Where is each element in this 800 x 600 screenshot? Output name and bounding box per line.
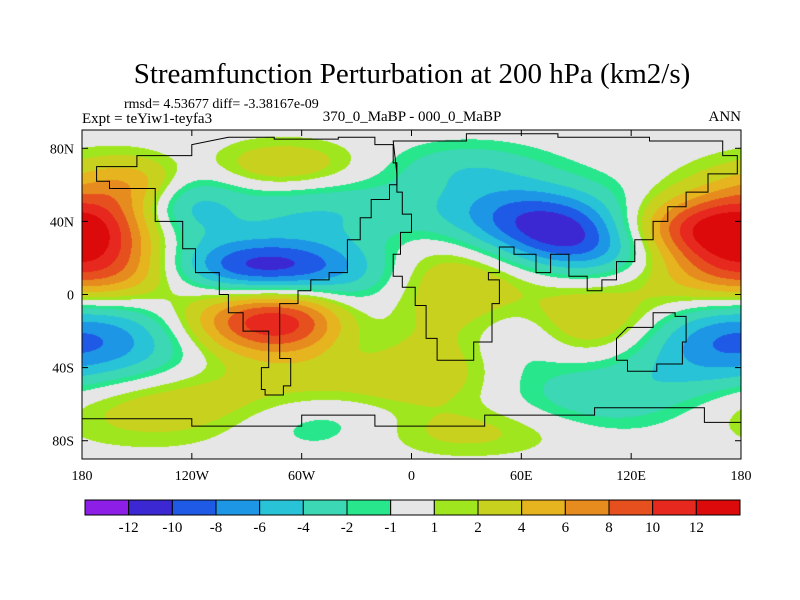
colorbar: -12 -10 -8 -6 -4 -2 -1 1 2 4 6 8 10 12 xyxy=(84,499,741,536)
x-axis: 180 120W 60W 0 60E 120E 180 xyxy=(72,130,752,484)
colorbar-label: 6 xyxy=(562,520,570,536)
y-tick-label: 80N xyxy=(50,142,74,157)
colorbar-swatch xyxy=(390,499,435,516)
colorbar-swatch xyxy=(433,499,479,516)
colorbar-swatch xyxy=(695,499,741,516)
continent-outline-2 xyxy=(616,312,687,372)
colorbar-swatch xyxy=(171,499,217,516)
chart-title: Streamfunction Perturbation at 200 hPa (… xyxy=(134,58,691,90)
y-tick-label: 0 xyxy=(67,289,74,304)
colorbar-label: -1 xyxy=(384,520,397,536)
map-panel: 180 120W 60W 0 60E 120E 180 80N 40N 0 40S 80S xyxy=(50,129,752,484)
colorbar-label: 2 xyxy=(474,520,482,536)
colorbar-swatch xyxy=(259,499,304,516)
x-tick-label: 0 xyxy=(408,469,415,484)
colorbar-label: -4 xyxy=(297,520,310,536)
continent-outline-3 xyxy=(82,407,741,459)
x-tick-label: 60E xyxy=(510,469,533,484)
colorbar-swatch xyxy=(477,499,523,516)
colorbar-label: 10 xyxy=(645,520,660,536)
x-tick-label: 60W xyxy=(288,469,316,484)
colorbar-swatch xyxy=(608,499,654,516)
x-tick-label: 120E xyxy=(616,469,646,484)
colorbar-swatch xyxy=(564,499,610,516)
colorbar-swatch xyxy=(84,499,130,516)
continent-outline-1 xyxy=(392,133,738,361)
season-label: ANN xyxy=(709,109,742,125)
y-tick-label: 40N xyxy=(50,215,74,230)
stats-label: rmsd= 4.53677 diff= -3.38167e-09 xyxy=(124,97,319,112)
y-axis: 80N 40N 0 40S 80S xyxy=(50,142,741,450)
colorbar-swatch xyxy=(521,499,566,516)
y-tick-label: 80S xyxy=(52,435,74,450)
colorbar-label: -10 xyxy=(162,520,182,536)
colorbar-label: 1 xyxy=(431,520,439,536)
colorbar-label: -12 xyxy=(119,520,139,536)
colorbar-swatch xyxy=(346,499,392,516)
contour-fill-field xyxy=(82,130,741,459)
x-tick-label: 180 xyxy=(72,469,93,484)
x-tick-label: 120W xyxy=(175,469,210,484)
continent-outlines xyxy=(82,133,741,459)
colorbar-label: -8 xyxy=(210,520,223,536)
colorbar-swatch xyxy=(302,499,348,516)
experiment-label: Expt = teYiw1-teyfa3 xyxy=(82,111,212,127)
period-label: 370_0_MaBP - 000_0_MaBP xyxy=(323,109,502,125)
colorbar-swatch xyxy=(652,499,697,516)
colorbar-label: 8 xyxy=(605,520,613,536)
colorbar-swatch xyxy=(215,499,261,516)
colorbar-label: 12 xyxy=(689,520,704,536)
y-tick-label: 40S xyxy=(52,362,74,377)
x-tick-label: 180 xyxy=(731,469,752,484)
colorbar-label: 4 xyxy=(518,520,526,536)
colorbar-label: -2 xyxy=(341,520,354,536)
colorbar-swatch xyxy=(128,499,173,516)
colorbar-label: -6 xyxy=(253,520,266,536)
